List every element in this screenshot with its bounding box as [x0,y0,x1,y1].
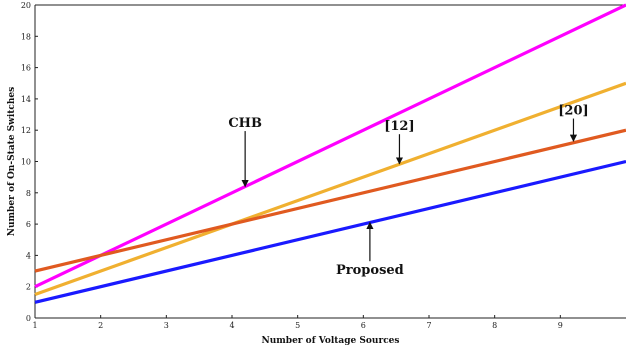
x-tick-label: 8 [492,321,497,330]
x-tick-label: 2 [98,321,103,330]
x-tick-label: 4 [229,321,234,330]
y-tick-label: 8 [26,189,31,198]
y-tick-label: 20 [21,1,31,10]
series-line-12 [34,81,626,297]
x-tick-label: 3 [164,321,169,330]
annotations: CHB [12] [20] Proposed [228,104,588,279]
y-tick-label: 2 [26,283,31,292]
series-group [34,3,626,304]
y-tick-label: 12 [21,126,31,135]
annotation-label-12: [12] [384,119,414,134]
x-axis-title: Number of Voltage Sources [262,336,400,346]
series-line-20 [34,128,626,273]
y-axis-title: Number of On-State Switches [7,87,17,236]
annotation-label-chb: CHB [228,116,262,131]
y-tick-label: 6 [26,220,31,229]
annotation-label-proposed: Proposed [336,263,404,278]
x-tick-label: 7 [426,321,431,330]
series-line-proposed [34,159,626,304]
series-line-chb [34,3,626,289]
y-tick-label: 18 [21,32,31,41]
y-tick-label: 4 [26,251,31,260]
y-tick-label: 10 [21,158,31,167]
x-tick-label: 9 [558,321,563,330]
annotation-label-20: [20] [558,104,588,119]
y-tick-label: 0 [26,314,31,323]
y-tick-label: 16 [21,64,31,73]
x-tick-label: 1 [32,321,37,330]
y-tick-label: 14 [21,95,31,104]
x-tick-label: 5 [295,321,300,330]
x-tick-label: 6 [361,321,366,330]
